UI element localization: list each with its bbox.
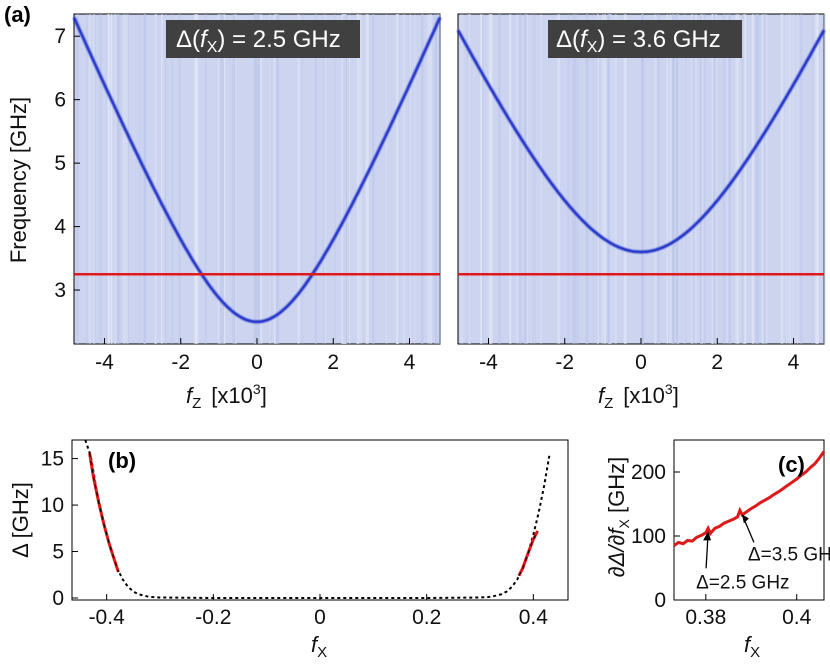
arrow-head bbox=[703, 531, 712, 541]
xtick-label: 0.38 bbox=[685, 606, 726, 629]
measured-curve bbox=[88, 452, 539, 577]
derivative-curve bbox=[673, 450, 826, 547]
xtick-label: -4 bbox=[95, 351, 114, 374]
ytick-label: 3 bbox=[54, 279, 66, 302]
xtick-label: -2 bbox=[171, 351, 190, 374]
xtick-label: 0.4 bbox=[782, 606, 812, 629]
title-left: Δ(fX) = 2.5 GHz bbox=[176, 26, 341, 56]
xlabel-left: fZ [x103] bbox=[186, 381, 267, 412]
xtick-label: 4 bbox=[404, 351, 416, 374]
arrow-head bbox=[741, 514, 749, 524]
ytick-label: 5 bbox=[52, 541, 64, 564]
xlabel-c: fX bbox=[744, 632, 760, 661]
xtick-label: -2 bbox=[555, 351, 574, 374]
xtick-label: -4 bbox=[479, 351, 498, 374]
ytick-label: 6 bbox=[54, 89, 66, 112]
ylabel-c: ∂Δ/∂fX [GHz] bbox=[604, 457, 632, 577]
ytick-label: 0 bbox=[52, 587, 64, 610]
panel-label-a: (a) bbox=[4, 2, 31, 27]
xtick-label: 2 bbox=[327, 351, 339, 374]
ytick-label: 7 bbox=[54, 25, 66, 48]
spectral-line-right bbox=[456, 29, 826, 254]
ytick-label: 5 bbox=[54, 152, 66, 175]
measured-curve-dash bbox=[89, 452, 539, 576]
xtick-label: 0 bbox=[314, 606, 326, 629]
ytick-label: 10 bbox=[41, 494, 64, 517]
xlabel-right: fZ [x103] bbox=[598, 381, 679, 412]
ytick-label: 15 bbox=[41, 448, 64, 471]
xtick-label: 0 bbox=[251, 351, 263, 374]
ylabel-frequency: Frequency [GHz] bbox=[6, 97, 31, 263]
heatmap-right: Δ(fX) = 3.6 GHz -4 -2 0 2 4 fZ [x103] bbox=[456, 13, 827, 412]
spectral-line-left bbox=[72, 16, 442, 324]
heatmap-left: Δ(fX) = 2.5 GHz -4 -2 0 2 4 3 4 5 6 7 Frequency [… bbox=[6, 13, 442, 412]
model-curve bbox=[84, 439, 551, 599]
title-right: Δ(fX) = 3.6 GHz bbox=[556, 26, 721, 56]
xtick-label: 0 bbox=[635, 351, 647, 374]
xtick-label: 4 bbox=[788, 351, 800, 374]
panel-label-c: (c) bbox=[778, 452, 805, 477]
annotation-3-5: Δ=3.5 GHz bbox=[748, 544, 830, 565]
ytick-label: 0 bbox=[654, 589, 666, 612]
annotation-2-5: Δ=2.5 GHz bbox=[696, 572, 789, 593]
title-box-left bbox=[166, 20, 360, 58]
ytick-label: 4 bbox=[54, 216, 66, 239]
xtick-label: 0.4 bbox=[519, 606, 549, 629]
ylabel-b: Δ [GHz] bbox=[8, 482, 33, 558]
xtick-label: -0.4 bbox=[89, 606, 126, 629]
panel-label-b: (b) bbox=[108, 448, 136, 473]
xtick-label: 2 bbox=[711, 351, 723, 374]
xtick-label: 0.2 bbox=[412, 606, 441, 629]
title-box-right bbox=[548, 20, 742, 58]
panel-b: -0.4 -0.2 0 0.2 0.4 0 5 10 15 (b) Δ [GHz] fX bbox=[8, 439, 569, 661]
panel-c: 0.38 0.4 0 100 200 Δ=3.5 GHz Δ=2.5 GHz (c) ∂Δ… bbox=[604, 439, 830, 661]
ytick-label: 100 bbox=[631, 525, 666, 548]
xlabel-b: fX bbox=[311, 632, 327, 661]
xtick-label: -0.2 bbox=[195, 606, 231, 629]
ytick-label: 200 bbox=[631, 461, 666, 484]
